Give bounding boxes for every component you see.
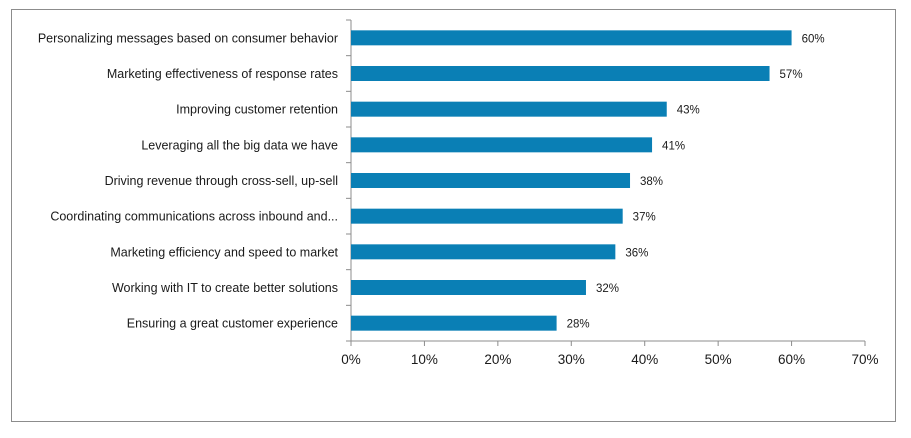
bar bbox=[351, 173, 631, 188]
category-label: Coordinating communications across inbou… bbox=[50, 210, 338, 224]
x-tick-label: 70% bbox=[851, 352, 878, 367]
data-label: 41% bbox=[662, 140, 685, 152]
data-label: 43% bbox=[677, 105, 700, 117]
bar bbox=[351, 244, 616, 260]
category-label: Working with IT to create better solutio… bbox=[112, 281, 338, 295]
bar bbox=[351, 208, 623, 224]
data-label: 37% bbox=[633, 212, 656, 224]
x-tick-label: 40% bbox=[631, 352, 658, 367]
data-label: 60% bbox=[802, 33, 825, 45]
category-label: Personalizing messages based on consumer… bbox=[38, 31, 338, 45]
category-label: Ensuring a great customer experience bbox=[127, 317, 338, 331]
bar bbox=[351, 66, 770, 81]
data-label: 36% bbox=[625, 247, 648, 259]
category-label: Marketing effectiveness of response rate… bbox=[107, 67, 338, 81]
category-label: Driving revenue through cross-sell, up-s… bbox=[105, 174, 338, 188]
data-label: 57% bbox=[780, 69, 803, 81]
bar bbox=[351, 30, 792, 46]
x-tick-label: 20% bbox=[484, 352, 511, 367]
category-label: Improving customer retention bbox=[176, 103, 338, 117]
category-label: Marketing efficiency and speed to market bbox=[110, 245, 338, 259]
x-tick-label: 50% bbox=[705, 352, 732, 367]
x-tick-label: 60% bbox=[778, 352, 805, 367]
bar bbox=[351, 137, 653, 153]
x-tick-label: 30% bbox=[558, 352, 585, 367]
bar bbox=[351, 101, 667, 117]
x-tick-label: 10% bbox=[411, 352, 438, 367]
category-label: Leveraging all the big data we have bbox=[141, 138, 338, 152]
bar bbox=[351, 315, 557, 331]
bar bbox=[351, 280, 586, 295]
x-tick-label: 0% bbox=[341, 352, 361, 367]
data-label: 28% bbox=[567, 319, 590, 331]
data-label: 32% bbox=[596, 283, 619, 295]
data-label: 38% bbox=[640, 176, 663, 188]
